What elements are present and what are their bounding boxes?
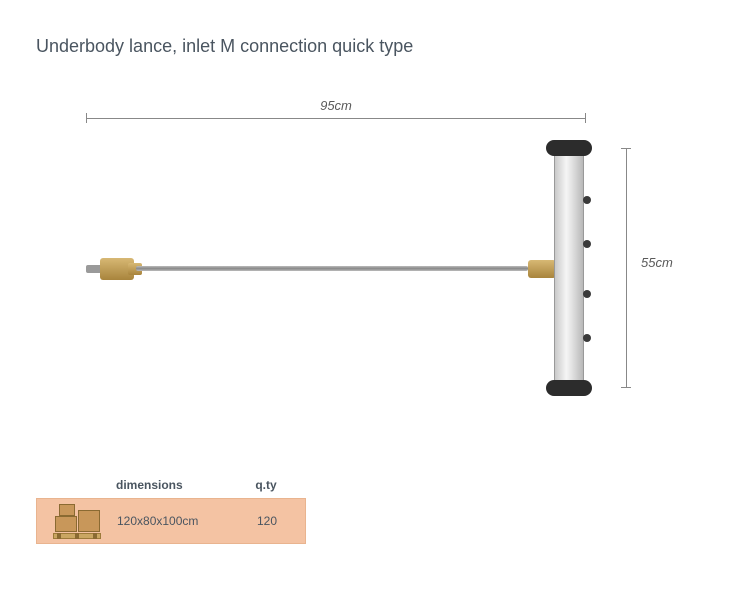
dimension-line-vertical xyxy=(626,148,627,388)
lance-shaft xyxy=(136,266,528,271)
end-cap-bottom xyxy=(546,380,592,396)
table-header-qty: q.ty xyxy=(236,478,296,492)
table-header-dimensions: dimensions xyxy=(116,478,236,492)
packaging-table: dimensions q.ty 120x80x100cm 120 xyxy=(36,472,306,544)
table-row: 120x80x100cm 120 xyxy=(36,498,306,544)
cell-dimensions: 120x80x100cm xyxy=(117,514,237,528)
nozzle xyxy=(583,240,591,248)
cell-qty: 120 xyxy=(237,514,297,528)
dimension-line-horizontal xyxy=(86,118,586,119)
pallet-icon xyxy=(51,503,103,539)
end-cap-top xyxy=(546,140,592,156)
product-illustration xyxy=(86,148,606,388)
nozzle xyxy=(583,290,591,298)
page-title: Underbody lance, inlet M connection quic… xyxy=(36,36,413,57)
brass-coupler xyxy=(528,260,556,278)
product-diagram: 95cm 55cm xyxy=(86,100,676,430)
pallet-icon-cell xyxy=(37,503,117,539)
dimension-width-label: 95cm xyxy=(86,98,586,113)
dimension-height-label: 55cm xyxy=(641,255,673,270)
nozzle xyxy=(583,334,591,342)
nozzle xyxy=(583,196,591,204)
table-header-row: dimensions q.ty xyxy=(36,472,306,498)
spray-bar xyxy=(554,148,584,388)
table-header-icon-col xyxy=(36,478,116,492)
